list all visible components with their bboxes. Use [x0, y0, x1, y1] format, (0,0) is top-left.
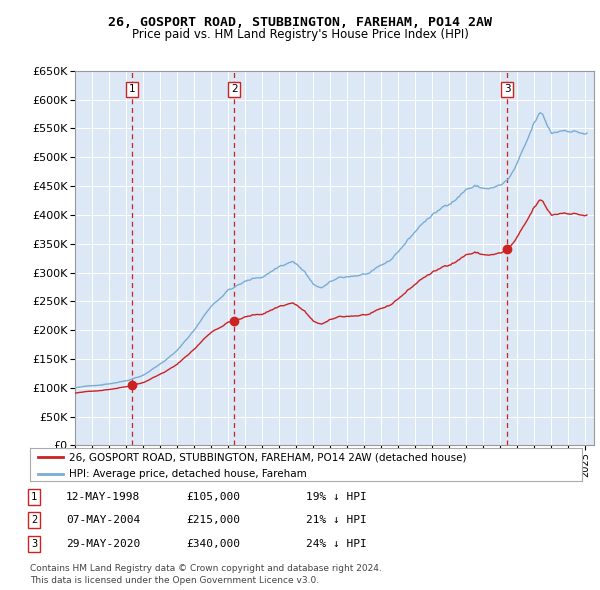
Text: 1: 1	[129, 84, 136, 94]
Text: 07-MAY-2004: 07-MAY-2004	[66, 516, 140, 525]
Text: 2: 2	[31, 516, 37, 525]
Text: 3: 3	[504, 84, 511, 94]
Text: 2: 2	[231, 84, 238, 94]
Text: 21% ↓ HPI: 21% ↓ HPI	[306, 516, 367, 525]
Text: 3: 3	[31, 539, 37, 549]
Text: 29-MAY-2020: 29-MAY-2020	[66, 539, 140, 549]
Text: £340,000: £340,000	[186, 539, 240, 549]
Text: 19% ↓ HPI: 19% ↓ HPI	[306, 492, 367, 502]
Text: HPI: Average price, detached house, Fareham: HPI: Average price, detached house, Fare…	[68, 468, 307, 478]
Text: 26, GOSPORT ROAD, STUBBINGTON, FAREHAM, PO14 2AW (detached house): 26, GOSPORT ROAD, STUBBINGTON, FAREHAM, …	[68, 453, 466, 463]
Text: 1: 1	[31, 492, 37, 502]
Text: Price paid vs. HM Land Registry's House Price Index (HPI): Price paid vs. HM Land Registry's House …	[131, 28, 469, 41]
Text: 12-MAY-1998: 12-MAY-1998	[66, 492, 140, 502]
Text: £215,000: £215,000	[186, 516, 240, 525]
Text: £105,000: £105,000	[186, 492, 240, 502]
Text: Contains HM Land Registry data © Crown copyright and database right 2024.
This d: Contains HM Land Registry data © Crown c…	[30, 565, 382, 585]
Text: 26, GOSPORT ROAD, STUBBINGTON, FAREHAM, PO14 2AW: 26, GOSPORT ROAD, STUBBINGTON, FAREHAM, …	[108, 16, 492, 29]
Text: 24% ↓ HPI: 24% ↓ HPI	[306, 539, 367, 549]
